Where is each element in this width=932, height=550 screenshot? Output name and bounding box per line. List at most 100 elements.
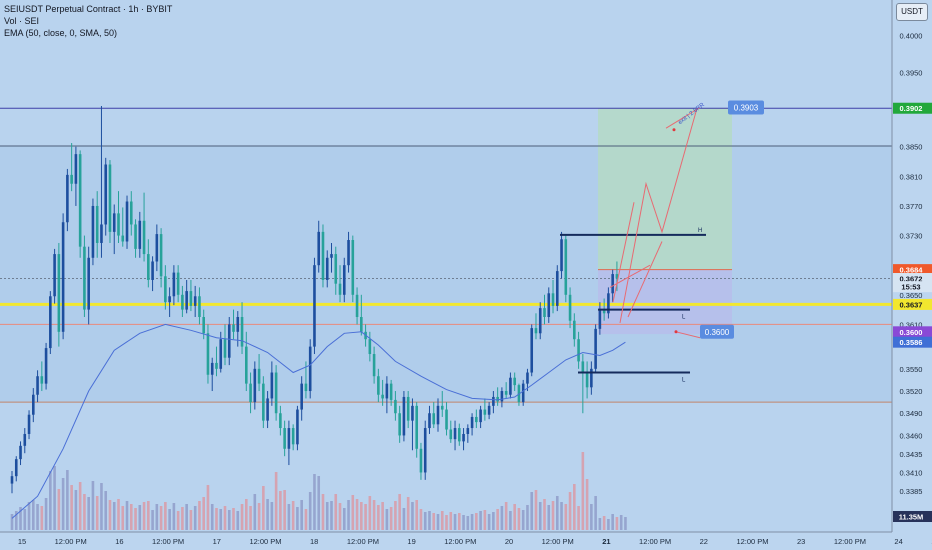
candle-body: [125, 201, 129, 242]
annotation-box: [700, 324, 734, 339]
candle-body: [104, 164, 108, 225]
y-tick-label: 0.3460: [900, 431, 923, 440]
x-tick-label: 20: [505, 537, 513, 546]
exit-dot: [672, 128, 676, 132]
volume-bar: [611, 514, 614, 530]
x-tick-label: 22: [700, 537, 708, 546]
volume-bar: [308, 492, 312, 530]
volume-bar: [543, 499, 546, 530]
candle-body: [308, 346, 312, 392]
target-zone: [598, 108, 732, 270]
marker-label-H: H: [698, 228, 702, 234]
volume-bar: [121, 506, 125, 530]
volume-bar: [585, 479, 589, 530]
volume-bar: [530, 492, 534, 530]
candle-body: [483, 409, 487, 415]
volume-bar: [172, 503, 176, 530]
volume-bar: [411, 502, 414, 530]
volume-bar: [215, 508, 218, 530]
candle-body: [193, 296, 197, 306]
y-tick-label: 0.3410: [900, 468, 923, 477]
volume-bar: [164, 502, 167, 530]
volume-bar: [125, 501, 129, 530]
candle-body: [142, 220, 146, 255]
x-tick-label: 12:00 PM: [542, 537, 574, 546]
volume-bar: [470, 514, 474, 530]
candle-body: [615, 274, 619, 279]
volume-bar: [389, 507, 393, 530]
projection-path: [627, 241, 663, 318]
x-tick-label: 12:00 PM: [444, 537, 476, 546]
candle-body: [458, 428, 461, 442]
candle-body: [108, 164, 112, 232]
volume-bar: [223, 506, 227, 530]
candle-body: [594, 328, 597, 369]
volume-bar: [53, 466, 56, 530]
candle-body: [526, 372, 529, 384]
candle-body: [513, 377, 516, 386]
x-tick-label: 12:00 PM: [152, 537, 184, 546]
x-tick-label: 12:00 PM: [639, 537, 671, 546]
volume-bar: [321, 494, 325, 530]
x-tick-label: 12:00 PM: [249, 537, 281, 546]
ema-indicator-label[interactable]: EMA (50, close, 0, SMA, 50): [4, 28, 118, 38]
candle-body: [74, 154, 78, 184]
volume-bar: [492, 512, 495, 530]
volume-indicator-label[interactable]: Vol · SEI: [4, 16, 40, 26]
volume-bar: [504, 502, 508, 530]
volume-bar: [155, 504, 159, 530]
projection-path: [619, 108, 698, 324]
currency-button[interactable]: USDT: [896, 3, 928, 21]
candle-body: [338, 283, 342, 295]
candle-body: [470, 416, 474, 429]
volume-bar: [500, 506, 504, 530]
volume-bar: [419, 509, 423, 530]
price-badge: [893, 336, 932, 348]
volume-bar: [602, 516, 606, 530]
candle-body: [91, 205, 95, 258]
volume-bar: [398, 494, 401, 530]
volume-bar: [219, 509, 223, 530]
y-tick-label: 0.3850: [900, 143, 923, 152]
candle-body: [274, 372, 278, 414]
candle-body: [210, 362, 214, 375]
candle-body: [249, 383, 252, 403]
price-badge-label: 0.3672: [900, 275, 923, 284]
volume-bar: [445, 515, 448, 530]
volume-bar: [74, 490, 78, 530]
candle-body: [347, 240, 350, 266]
volume-bar: [475, 513, 478, 530]
candle-body: [351, 240, 355, 295]
volume-bar: [49, 471, 52, 530]
volume-bar: [100, 483, 103, 530]
candle-body: [185, 291, 188, 310]
x-tick-label: 16: [115, 537, 123, 546]
volume-bar: [95, 496, 99, 530]
candle-body: [134, 224, 137, 249]
candle-body: [402, 396, 406, 436]
symbol-title[interactable]: SEIUSDT Perpetual Contract · 1h · BYBIT: [4, 4, 173, 14]
volume-bar: [40, 506, 44, 530]
candle-body: [509, 377, 512, 395]
candle-body: [232, 324, 235, 332]
candle-body: [590, 368, 593, 388]
candle-body: [321, 231, 325, 280]
volume-bar: [440, 511, 444, 530]
volume-bar: [334, 494, 338, 530]
ema-line: [11, 323, 626, 519]
volume-bar: [57, 489, 61, 530]
volume-bar: [432, 513, 436, 530]
volume-bar: [423, 512, 427, 530]
candle-body: [300, 383, 303, 410]
candle-body: [496, 396, 499, 402]
candle-body: [129, 201, 133, 225]
candle-body: [236, 317, 240, 332]
volume-bar: [364, 504, 367, 530]
candle-body: [385, 383, 389, 399]
marker-label-L: L: [682, 315, 686, 321]
candle-body: [215, 362, 218, 369]
candle-body: [436, 405, 440, 425]
volume-bar: [274, 472, 278, 530]
volume-bar: [232, 508, 235, 530]
